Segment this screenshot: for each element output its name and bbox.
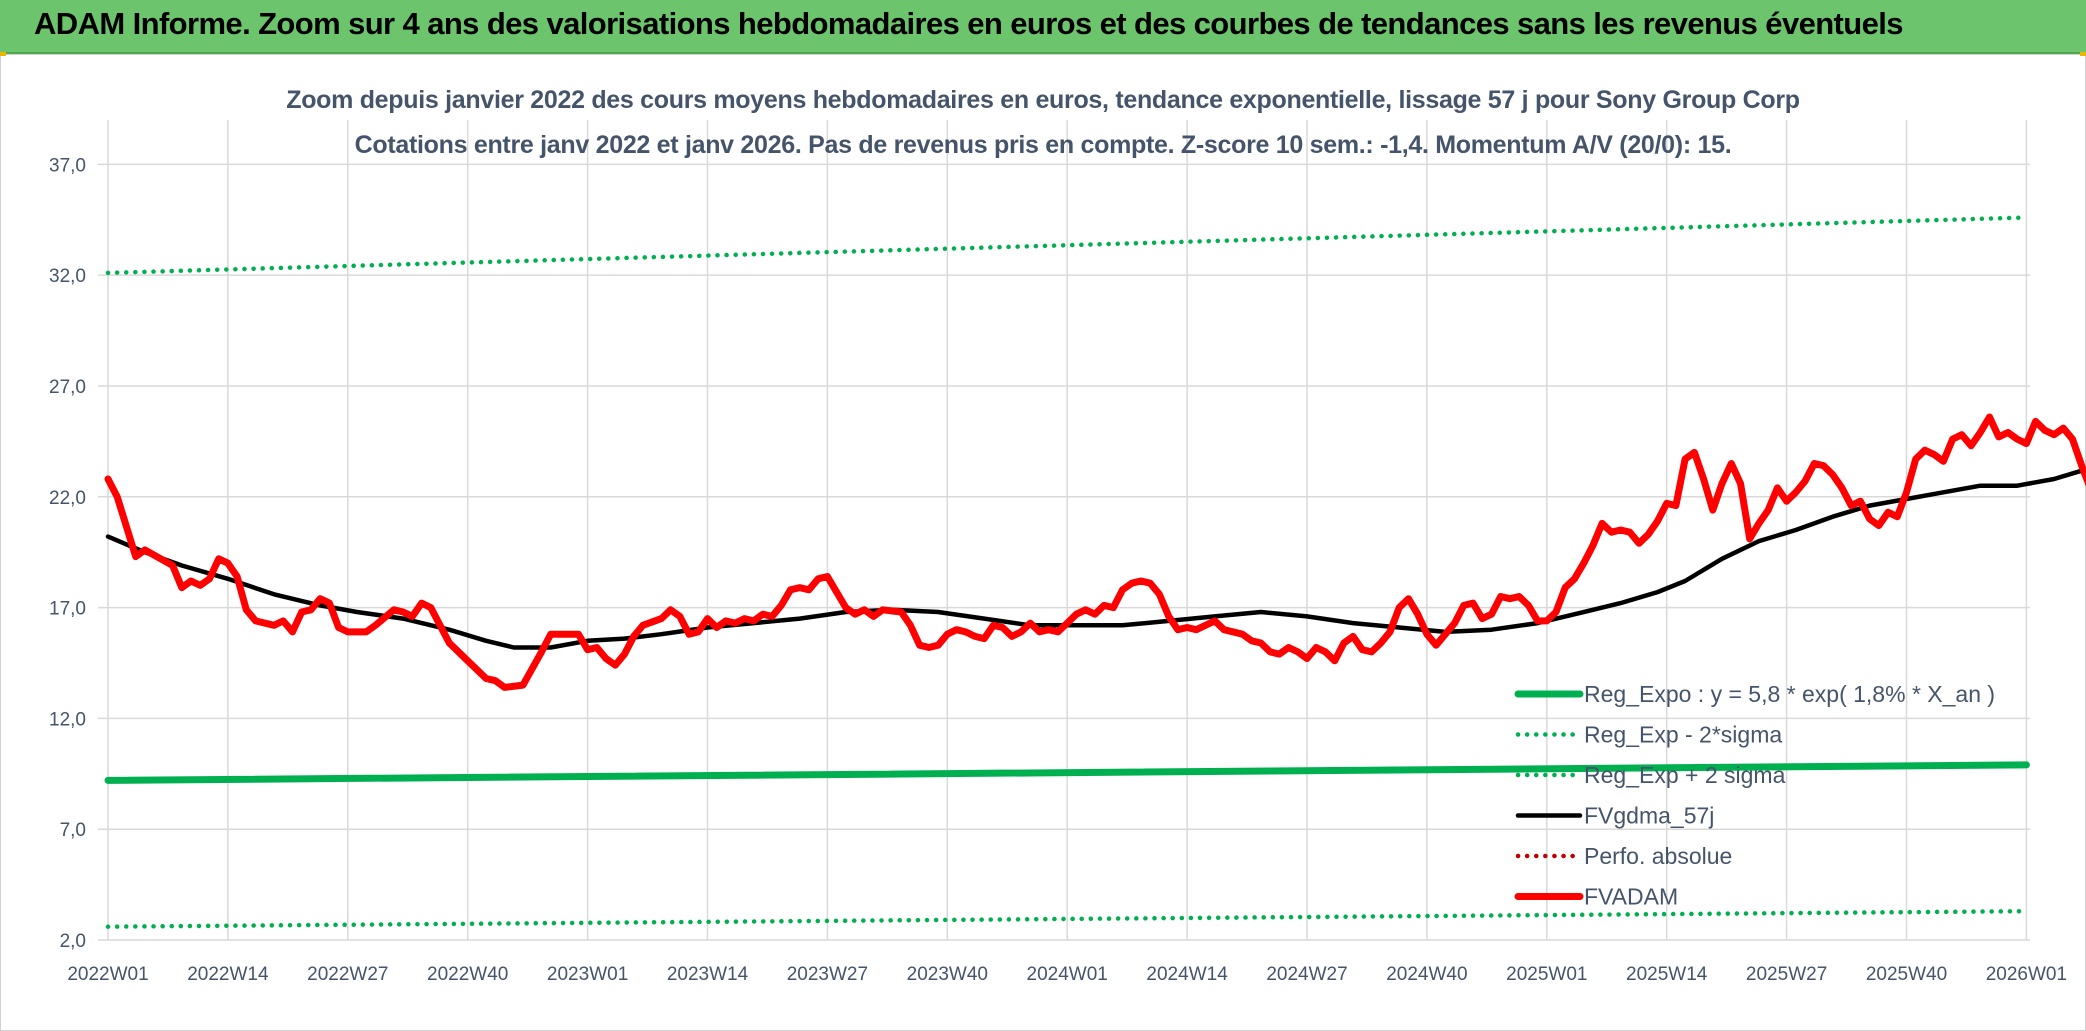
x-tick-label: 2024W27 xyxy=(1266,964,1347,985)
legend-label: FVgdma_57j xyxy=(1584,803,1714,829)
x-tick-label: 2025W01 xyxy=(1506,964,1587,985)
series-line-0 xyxy=(104,761,2030,784)
gridlines xyxy=(98,120,2030,941)
x-tick-label: 2023W01 xyxy=(547,964,628,985)
x-tick-label: 2022W40 xyxy=(427,964,508,985)
x-tick-label: 2024W01 xyxy=(1027,964,1108,985)
legend-label: Reg_Expo : y = 5,8 * exp( 1,8% * X_an ) xyxy=(1584,681,1995,707)
y-tick-label: 12,0 xyxy=(49,709,86,730)
x-tick-label: 2023W40 xyxy=(907,964,988,985)
x-tick-label: 2024W40 xyxy=(1386,964,1467,985)
series-line-2 xyxy=(105,215,2029,276)
chart-subtitle: Cotations entre janv 2022 et janv 2026. … xyxy=(355,131,1732,159)
y-tick-label: 22,0 xyxy=(49,488,86,509)
x-tick-label: 2023W27 xyxy=(787,964,868,985)
legend-label: Reg_Exp - 2*sigma xyxy=(1584,722,1782,748)
legend: Reg_Expo : y = 5,8 * exp( 1,8% * X_an ) R… xyxy=(1514,681,1995,910)
banner-title: ADAM Informe. Zoom sur 4 ans des valoris… xyxy=(34,6,1904,41)
y-tick-label: 17,0 xyxy=(49,599,86,620)
y-axis: 2,0 7,0 12,0 17,0 22,0 27,0 32,0 37,0 xyxy=(49,155,86,952)
series-line-1 xyxy=(105,908,2029,929)
y-tick-label: 37,0 xyxy=(49,155,86,176)
corner-mark-left xyxy=(0,52,6,56)
series-line-3 xyxy=(105,467,2086,650)
x-tick-label: 2022W27 xyxy=(307,964,388,985)
legend-label: FVADAM xyxy=(1584,884,1678,910)
legend-label: Perfo. absolue xyxy=(1584,843,1732,869)
y-tick-label: 7,0 xyxy=(60,820,86,841)
x-tick-label: 2025W40 xyxy=(1866,964,1947,985)
x-tick-label: 2025W27 xyxy=(1746,964,1827,985)
x-tick-label: 2024W14 xyxy=(1146,964,1228,985)
series-group xyxy=(104,215,2086,929)
x-tick-label: 2025W14 xyxy=(1626,964,1708,985)
series-line-5 xyxy=(104,413,2086,691)
x-tick-label: 2022W14 xyxy=(187,964,269,985)
y-tick-label: 2,0 xyxy=(60,931,86,952)
chart-title: Zoom depuis janvier 2022 des cours moyen… xyxy=(286,86,1800,114)
legend-label: Reg_Exp + 2 sigma xyxy=(1584,762,1786,788)
y-tick-label: 32,0 xyxy=(49,266,86,287)
banner: ADAM Informe. Zoom sur 4 ans des valoris… xyxy=(0,0,2086,54)
x-tick-label: 2022W01 xyxy=(67,964,148,985)
y-tick-label: 27,0 xyxy=(49,377,86,398)
corner-mark-right xyxy=(2080,52,2086,56)
x-tick-label: 2023W14 xyxy=(667,964,749,985)
x-tick-label: 2026W01 xyxy=(1986,964,2067,985)
x-axis: 2022W01 2022W14 2022W27 2022W40 2023W01 2023W… xyxy=(67,964,2067,985)
